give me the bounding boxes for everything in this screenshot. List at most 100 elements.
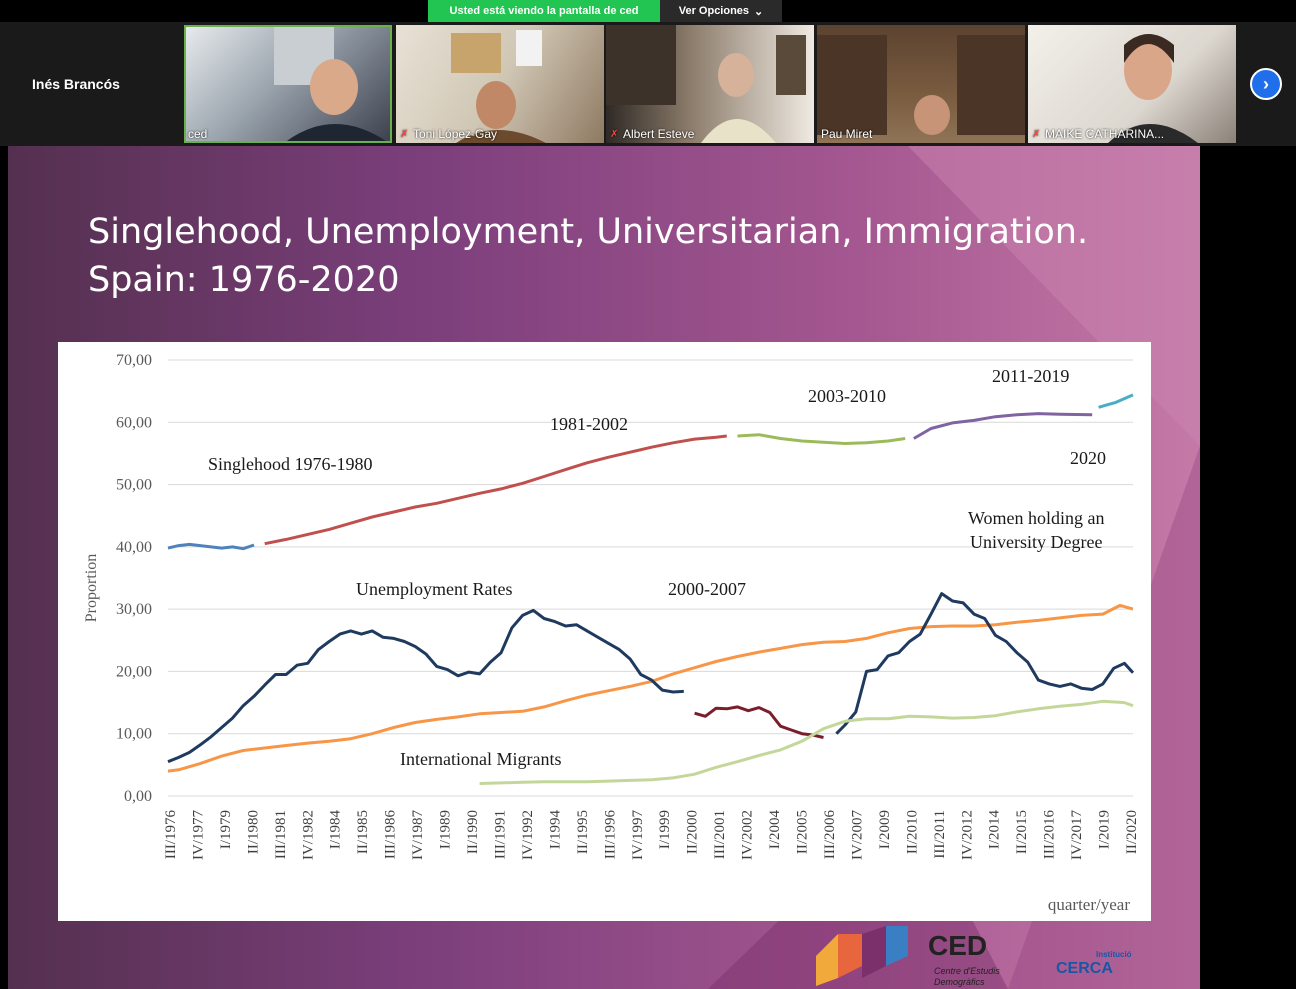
screen-share-banner: Usted está viendo la pantalla de ced Ver…: [428, 0, 782, 22]
participant-name: Pau Miret: [821, 127, 873, 141]
x-tick-label: IV/1997: [630, 810, 646, 860]
x-tick-label: II/2020: [1124, 810, 1140, 854]
slide-title: Singlehood, Unemployment, Universitarian…: [88, 208, 1088, 304]
y-tick-label: 10,00: [116, 726, 152, 743]
y-tick-label: 30,00: [116, 601, 152, 618]
x-tick-label: I/1984: [328, 810, 344, 850]
y-tick-label: 60,00: [116, 414, 152, 431]
participant-name: ced: [188, 127, 208, 141]
chart-annotation: 2020: [1070, 448, 1106, 468]
ced-logo-mark: [816, 926, 908, 986]
x-tick-label: II/1995: [575, 810, 591, 854]
microphone-muted-icon: ✗: [610, 128, 619, 140]
chart-annotation: University Degree: [970, 532, 1102, 552]
x-tick-label: I/1999: [657, 810, 673, 849]
y-tick-label: 20,00: [116, 663, 152, 680]
x-axis-label: quarter/year: [1048, 895, 1130, 914]
line-chart: 0,00 10,00 20,00 30,00 40,00 50,00 60,00 70,00 I…: [83, 352, 1140, 914]
participant-video: [817, 35, 1025, 135]
ced-logo-text: CED: [928, 930, 988, 961]
chart-annotation: International Migrants: [400, 749, 561, 769]
x-tick-label: III/1991: [492, 810, 508, 859]
x-tick-label: III/2006: [822, 810, 838, 860]
y-tick-label: 0,00: [124, 788, 152, 805]
x-tick-label: IV/2007: [849, 810, 865, 860]
x-tick-label: III/2001: [712, 810, 728, 859]
participant-label: ✗ Toni López-Gay: [400, 127, 497, 141]
x-tick-label: II/1980: [245, 810, 261, 854]
series-line: [167, 608, 684, 764]
chart-annotation: Women holding an: [968, 508, 1105, 528]
x-tick-label: IV/1987: [410, 810, 426, 860]
chart-annotation: 2003-2010: [808, 386, 886, 406]
y-axis-label: Proportion: [83, 554, 100, 622]
view-options-button[interactable]: Ver Opciones ⌄: [660, 0, 782, 22]
x-tick-label: I/2019: [1097, 810, 1113, 849]
x-tick-label: I/1989: [438, 810, 454, 849]
series-line: [264, 434, 727, 546]
y-tick-label: 50,00: [116, 477, 152, 494]
x-tick-label: I/2004: [767, 810, 783, 850]
x-tick-label: III/1976: [163, 810, 179, 860]
series-line: [1098, 393, 1134, 409]
series-line: [479, 699, 1134, 785]
chart-annotation: 2011-2019: [992, 366, 1069, 386]
participant-video-tile[interactable]: Pau Miret: [817, 25, 1025, 143]
x-tick-label: III/1986: [383, 810, 399, 860]
active-speaker-name: Inés Brancós: [32, 76, 120, 92]
x-tick-label: II/2010: [904, 810, 920, 854]
x-tick-label: III/2016: [1042, 810, 1058, 860]
right-margin: [1200, 146, 1296, 989]
ced-sub-line1: Centre d'Estudis: [934, 966, 1000, 976]
x-tick-label: I/1994: [547, 810, 563, 850]
x-tick-label: I/1979: [218, 810, 234, 849]
x-tick-label: IV/2017: [1069, 810, 1085, 860]
chart-annotation: Unemployment Rates: [356, 579, 512, 599]
series-line: [167, 542, 255, 551]
microphone-muted-icon: ✗: [1032, 128, 1041, 140]
x-tick-label: IV/2012: [959, 810, 975, 860]
x-tick-label: III/1996: [602, 810, 618, 860]
x-tick-label: II/1985: [355, 810, 371, 854]
arrow-right-icon[interactable]: ›: [1250, 68, 1282, 100]
chevron-down-icon: ⌄: [754, 5, 764, 18]
view-options-label: Ver Opciones: [678, 5, 750, 17]
microphone-muted-icon: ✗: [400, 128, 409, 140]
y-tick-label: 40,00: [116, 539, 152, 556]
x-tick-label: III/2011: [932, 810, 948, 859]
x-tick-label: II/2015: [1014, 810, 1030, 854]
x-tick-label: I/2014: [987, 810, 1003, 850]
x-tick-label: IV/2002: [740, 810, 756, 860]
participant-label: ✗ MAIKE CATHARINA...: [1032, 127, 1164, 141]
ced-sub-line2: Demogràfics: [934, 977, 985, 987]
participant-label: Pau Miret: [821, 127, 872, 141]
participant-video-tile[interactable]: ced: [184, 25, 392, 143]
cerca-logo-text: CERCA: [1056, 960, 1113, 977]
shared-slide: Singlehood, Unemployment, Universitarian…: [8, 146, 1200, 989]
participant-video: [1108, 34, 1198, 143]
series-line: [167, 603, 1134, 773]
participant-label: ced: [188, 127, 207, 141]
participant-label: ✗ Albert Esteve: [610, 127, 694, 141]
x-tick-label: IV/1977: [190, 810, 206, 860]
participant-video-tile[interactable]: ✗ Albert Esteve: [606, 25, 814, 143]
ced-logo-subtitle: Centre d'Estudis Demogràfics: [934, 966, 1000, 988]
slide-title-line2: Spain: 1976-2020: [88, 260, 400, 300]
logos: CED Centre d'Estudis Demogràfics Institu…: [816, 926, 1200, 989]
participant-video-tile[interactable]: ✗ MAIKE CATHARINA...: [1028, 25, 1236, 143]
series-line: [737, 433, 906, 445]
participant-name: MAIKE CATHARINA...: [1045, 127, 1165, 141]
participant-video: [606, 25, 806, 143]
series-line: [835, 592, 1135, 735]
participant-video-tile[interactable]: ✗ Toni López-Gay: [396, 25, 604, 143]
participant-video: [274, 25, 389, 143]
sharing-status: Usted está viendo la pantalla de ced: [428, 0, 660, 22]
chart-annotation: 1981-2002: [550, 414, 628, 434]
chart-annotation: Singlehood 1976-1980: [208, 454, 373, 474]
x-tick-label: IV/1982: [300, 810, 316, 860]
x-tick-label: II/2000: [685, 810, 701, 854]
participant-video: [451, 30, 546, 143]
x-tick-label: III/1981: [273, 810, 289, 859]
y-tick-label: 70,00: [116, 352, 152, 369]
x-tick-label: I/2009: [877, 810, 893, 849]
